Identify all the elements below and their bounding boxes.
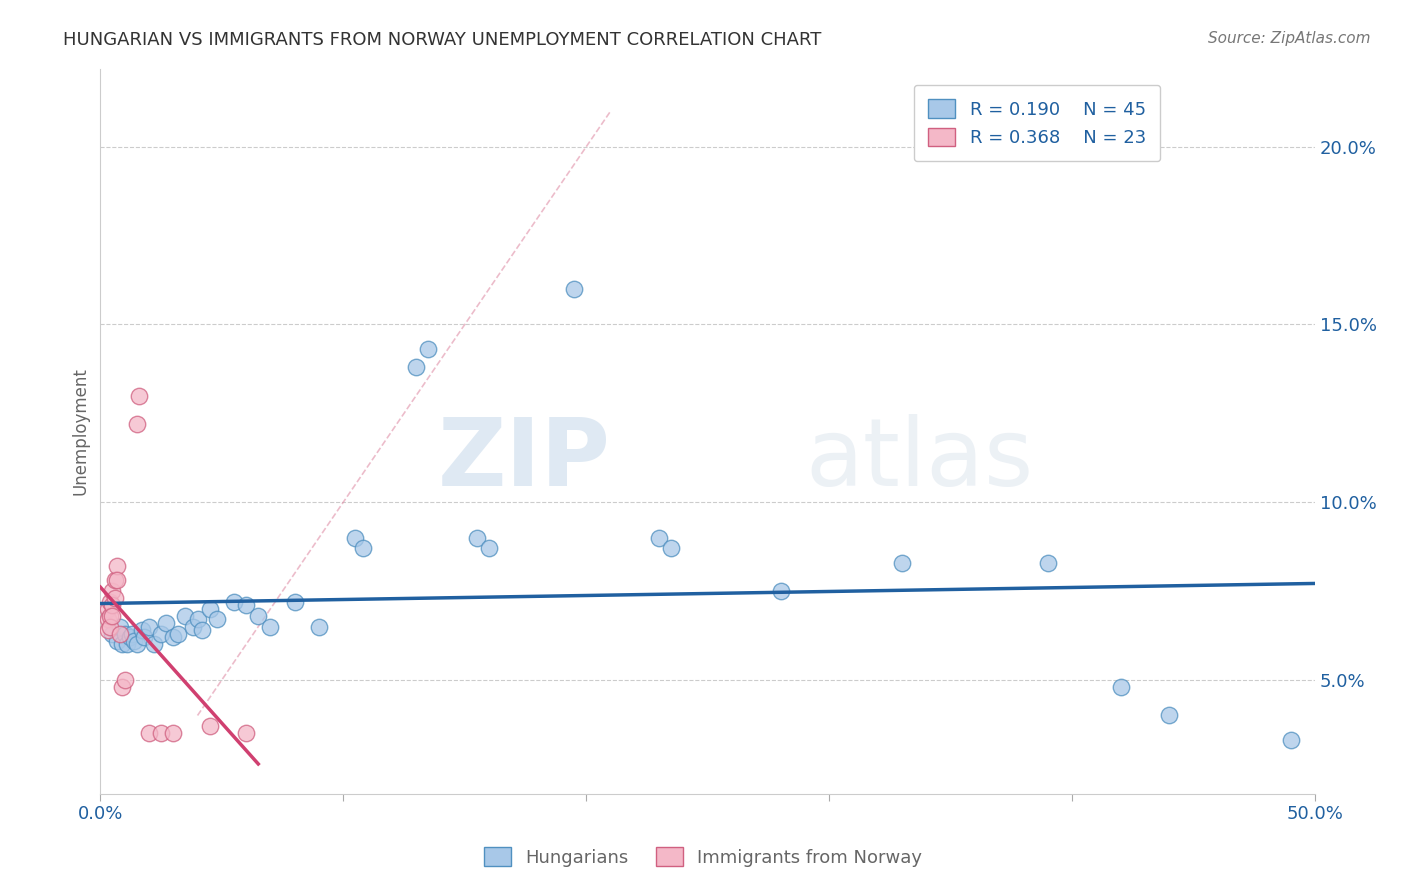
Point: [118, 630, 141, 644]
Text: HUNGARIAN VS IMMIGRANTS FROM NORWAY UNEMPLOYMENT CORRELATION CHART: HUNGARIAN VS IMMIGRANTS FROM NORWAY UNEM…: [63, 31, 821, 49]
Point: [114, 673, 136, 687]
Point: [111, 680, 134, 694]
Point: [105, 559, 128, 574]
Point: [659, 541, 682, 556]
Point: [138, 619, 160, 633]
Point: [465, 531, 488, 545]
Point: [124, 633, 146, 648]
Point: [562, 282, 585, 296]
Point: [150, 726, 173, 740]
Point: [98, 619, 121, 633]
Point: [344, 531, 367, 545]
Point: [478, 541, 501, 556]
Point: [105, 633, 128, 648]
Point: [125, 637, 148, 651]
Point: [405, 360, 427, 375]
Point: [98, 609, 121, 624]
Legend: R = 0.190    N = 45, R = 0.368    N = 23: R = 0.190 N = 45, R = 0.368 N = 23: [914, 85, 1160, 161]
Point: [198, 719, 221, 733]
Point: [101, 599, 124, 613]
Point: [138, 726, 160, 740]
Point: [101, 609, 124, 624]
Point: [769, 584, 792, 599]
Point: [1036, 556, 1059, 570]
Text: Source: ZipAtlas.com: Source: ZipAtlas.com: [1208, 31, 1371, 46]
Point: [114, 626, 136, 640]
Point: [891, 556, 914, 570]
Point: [121, 626, 143, 640]
Y-axis label: Unemployment: Unemployment: [72, 368, 89, 495]
Point: [162, 726, 184, 740]
Point: [648, 531, 671, 545]
Point: [108, 619, 131, 633]
Point: [1279, 733, 1302, 747]
Point: [418, 343, 440, 357]
Point: [104, 574, 127, 588]
Point: [150, 626, 173, 640]
Text: atlas: atlas: [804, 414, 1033, 506]
Point: [101, 626, 124, 640]
Point: [104, 591, 127, 606]
Point: [128, 388, 150, 402]
Point: [115, 637, 138, 651]
Point: [105, 574, 128, 588]
Point: [259, 619, 281, 633]
Point: [142, 637, 165, 651]
Point: [222, 595, 245, 609]
Point: [101, 584, 124, 599]
Point: [352, 541, 374, 556]
Point: [167, 626, 190, 640]
Point: [162, 630, 184, 644]
Point: [308, 619, 330, 633]
Point: [155, 615, 177, 630]
Point: [235, 599, 257, 613]
Point: [1159, 708, 1181, 723]
Point: [97, 613, 120, 627]
Point: [131, 623, 153, 637]
Point: [98, 595, 121, 609]
Point: [186, 613, 208, 627]
Point: [111, 637, 134, 651]
Point: [247, 609, 270, 624]
Point: [132, 630, 155, 644]
Point: [125, 417, 148, 431]
Legend: Hungarians, Immigrants from Norway: Hungarians, Immigrants from Norway: [477, 840, 929, 874]
Point: [174, 609, 197, 624]
Point: [198, 602, 221, 616]
Point: [1109, 680, 1132, 694]
Point: [97, 602, 120, 616]
Point: [97, 623, 120, 637]
Point: [108, 626, 131, 640]
Point: [181, 619, 204, 633]
Point: [191, 623, 214, 637]
Point: [284, 595, 307, 609]
Text: ZIP: ZIP: [437, 414, 610, 506]
Point: [235, 726, 257, 740]
Point: [205, 613, 228, 627]
